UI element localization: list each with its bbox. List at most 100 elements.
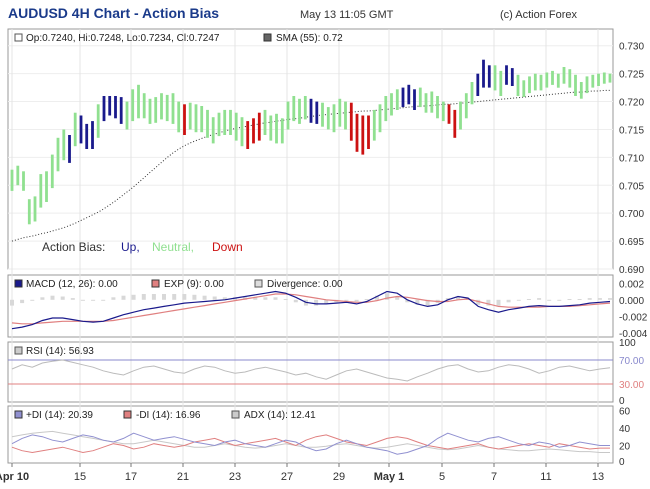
price-bar: [597, 73, 600, 86]
price-bar: [137, 84, 140, 119]
price-bar: [68, 135, 71, 163]
divergence-legend-swatch: [254, 279, 263, 288]
price-bar: [165, 94, 169, 122]
price-bar: [22, 171, 25, 191]
divergence-bar: [10, 299, 14, 306]
divergence-bar: [364, 299, 369, 300]
divergence-legend: Divergence: 0.00: [267, 279, 343, 290]
price-bar: [263, 109, 267, 135]
price-bar: [10, 169, 14, 191]
divergence-bar: [324, 299, 329, 304]
price-bar: [602, 72, 606, 84]
macd-y-tick: -0.002: [619, 312, 648, 323]
price-bar: [533, 73, 537, 91]
divergence-bar: [506, 299, 511, 303]
divergence-bar: [547, 299, 552, 301]
price-bar: [459, 101, 462, 130]
price-bar: [16, 165, 20, 186]
x-tick-label: 11: [540, 471, 551, 483]
price-bar: [85, 123, 89, 149]
minus-di-legend: -DI (14): 16.96: [136, 410, 201, 421]
price-bar: [390, 93, 393, 116]
price-bar: [280, 118, 284, 144]
price-y-tick: 0.730: [619, 42, 644, 53]
price-bar: [79, 115, 83, 144]
price-bar: [275, 113, 278, 144]
x-tick-label: May 1: [374, 471, 405, 483]
plus-di-line: [11, 432, 610, 455]
price-bar: [257, 112, 261, 141]
price-bar: [62, 129, 66, 161]
price-bar: [470, 82, 474, 105]
divergence-bar: [537, 298, 542, 300]
divergence-bar: [425, 299, 430, 306]
divergence-bar: [253, 297, 258, 300]
price-bar: [528, 76, 531, 94]
divergence-bar: [60, 296, 65, 300]
price-bar: [177, 101, 181, 133]
price-bar: [505, 65, 508, 85]
price-bar: [102, 96, 106, 122]
price-bar: [148, 98, 152, 124]
price-bar: [321, 102, 324, 127]
divergence-bar: [445, 298, 450, 300]
bias-legend-down: Down: [212, 240, 243, 254]
price-bar: [344, 101, 347, 130]
divergence-bar: [557, 299, 562, 301]
divergence-bar: [344, 299, 349, 301]
divergence-bar: [30, 299, 35, 301]
price-bar: [206, 109, 209, 138]
price-bar: [194, 104, 198, 133]
divergence-bar: [608, 298, 612, 300]
exp-legend-swatch: [151, 279, 160, 288]
price-bar: [361, 115, 365, 155]
chart-title: AUDUSD 4H Chart - Action Bias: [8, 5, 220, 21]
divergence-bar: [415, 299, 420, 305]
divergence-bar: [263, 297, 268, 300]
divergence-bar: [192, 294, 197, 300]
price-bar: [183, 104, 186, 135]
x-tick-label: 27: [281, 471, 293, 483]
chart-datetime: May 13 11:05 GMT: [300, 9, 394, 21]
price-bar: [27, 199, 31, 225]
price-bar: [453, 109, 457, 138]
macd-line: [11, 290, 611, 330]
divergence-bar: [172, 294, 177, 300]
price-bar: [401, 87, 405, 108]
minus-di-legend-swatch: [123, 410, 132, 419]
rsi-legend: RSI (14): 56.93: [26, 346, 94, 357]
price-bar: [217, 112, 221, 137]
price-bar: [309, 98, 313, 123]
price-bar: [499, 70, 503, 96]
price-bar: [418, 87, 422, 108]
rsi-panel: [7, 341, 614, 403]
price-bar: [292, 96, 296, 122]
exp-line: [11, 293, 611, 325]
x-tick-label: 15: [74, 471, 86, 483]
x-tick-label: 5: [439, 471, 445, 483]
price-bar: [332, 104, 336, 133]
price-y-tick: 0.700: [619, 209, 644, 220]
price-bar: [430, 91, 434, 113]
divergence-bar: [577, 299, 582, 300]
rsi-y-tick: 30.00: [619, 380, 644, 391]
dmi-y-tick: 20: [619, 441, 631, 452]
plus-di-legend-swatch: [14, 410, 23, 419]
price-bar: [579, 82, 583, 99]
rsi-y-tick: 70.00: [619, 356, 644, 367]
macd-legend: MACD (12, 26): 0.00: [26, 279, 118, 290]
divergence-bar: [222, 297, 227, 300]
divergence-bar: [273, 297, 278, 300]
price-bar: [493, 65, 497, 91]
price-bar: [522, 80, 526, 97]
price-bar: [240, 117, 244, 147]
divergence-bar: [121, 295, 126, 300]
divergence-bar: [80, 299, 85, 301]
dmi-panel: [7, 405, 614, 464]
price-bar: [56, 137, 60, 172]
price-bar: [413, 89, 416, 110]
x-tick-label: 7: [491, 471, 497, 483]
divergence-bar: [212, 296, 217, 300]
price-bar: [424, 93, 428, 113]
price-bar: [73, 112, 77, 147]
